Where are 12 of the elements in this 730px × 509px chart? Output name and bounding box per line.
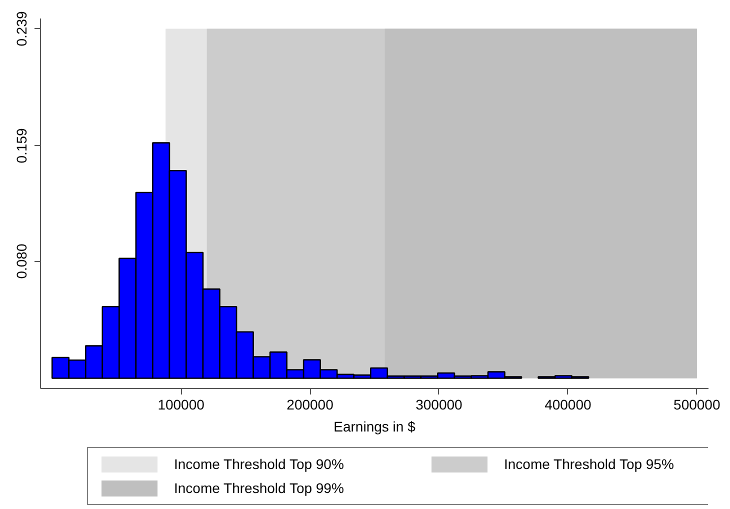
- x-tick-label: 300000: [416, 396, 463, 412]
- x-axis-title: Earnings in $: [334, 418, 416, 434]
- x-tick-label: 400000: [544, 396, 592, 412]
- x-tick-label: 500000: [674, 396, 720, 412]
- y-tick-label: 0.239: [14, 11, 30, 46]
- legend-label: Income Threshold Top 90%: [174, 456, 345, 472]
- y-tick-label: 0.159: [14, 128, 30, 164]
- x-tick-label: 200000: [286, 396, 334, 412]
- y-tick-label: 0.080: [14, 244, 30, 279]
- x-tick-label: 100000: [158, 396, 205, 412]
- legend-label: Income Threshold Top 99%: [174, 480, 345, 496]
- legend-label: Income Threshold Top 95%: [504, 456, 675, 472]
